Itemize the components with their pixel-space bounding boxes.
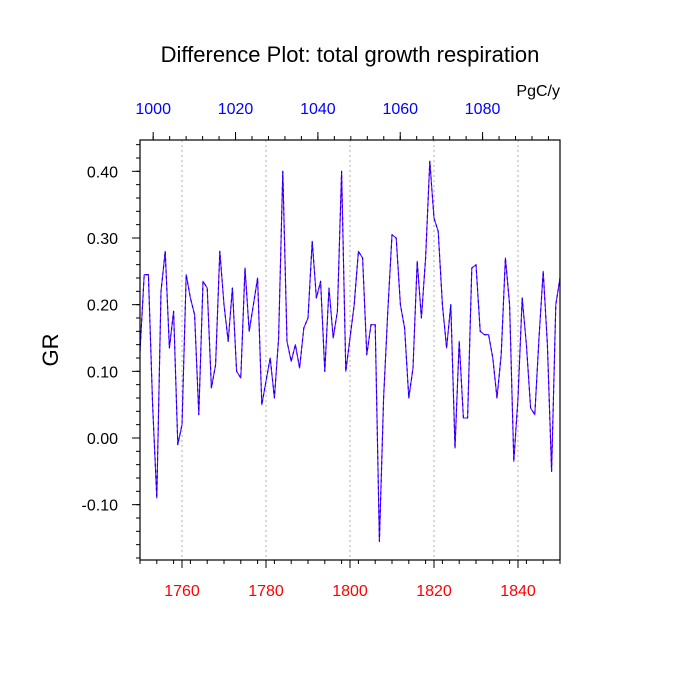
x-top-tick-label: 1080 [465,101,501,118]
y-axis-label: GR [38,334,63,367]
series-line-dashed [139,160,561,542]
series-group [139,160,561,542]
y-tick-label: 0.00 [87,431,118,448]
x-bottom-tick-label: 1840 [500,583,536,600]
x-top-tick-label: 1040 [300,101,336,118]
y-tick-label: 0.40 [87,164,118,181]
x-top-tick-label: 1060 [382,101,418,118]
chart-title: Difference Plot: total growth respiratio… [161,42,540,67]
x-top-tick-label: 1000 [135,101,171,118]
y-tick-label: -0.10 [82,498,119,515]
units-label: PgC/y [516,83,560,100]
grid-lines [181,140,519,560]
y-tick-label: 0.30 [87,231,118,248]
y-tick-label: 0.10 [87,364,118,381]
axes-group: 1760 1780 1800 1820 1840 1000 1020 1040 1060 1080… [82,101,561,600]
x-bottom-tick-label: 1780 [248,583,284,600]
x-bottom-tick-label: 1820 [416,583,452,600]
x-bottom-tick-label: 1760 [164,583,200,600]
y-tick-label: 0.20 [87,298,118,315]
x-bottom-tick-label: 1800 [332,583,368,600]
x-top-tick-label: 1020 [218,101,254,118]
